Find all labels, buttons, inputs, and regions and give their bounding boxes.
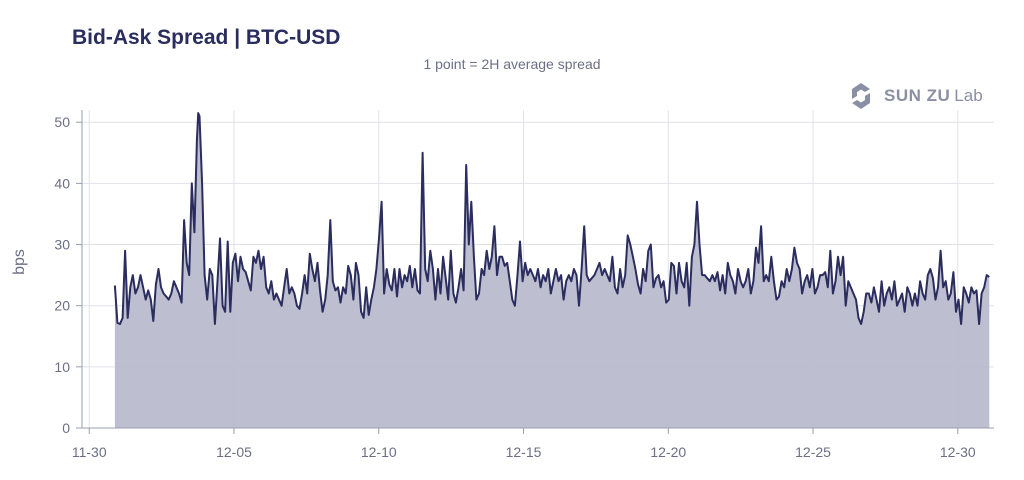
brand-logo: SUN ZU Lab (846, 80, 983, 112)
x-tick-label: 12-15 (506, 444, 542, 460)
x-tick-label: 12-05 (216, 444, 252, 460)
y-tick-label: 0 (62, 420, 70, 436)
x-tick-label: 12-10 (361, 444, 397, 460)
x-tick-label: 12-30 (940, 444, 976, 460)
y-tick-label: 10 (54, 359, 70, 375)
x-tick-label: 12-25 (795, 444, 831, 460)
y-axis-label: bps (11, 249, 28, 275)
spread-line (113, 112, 990, 325)
chart-subtitle: 1 point = 2H average spread (423, 56, 601, 72)
x-tick-label: 12-20 (650, 444, 686, 460)
logo-text-bold: SUN ZU (884, 86, 951, 105)
logo-text: SUN ZU Lab (884, 86, 983, 106)
spread-area (114, 113, 990, 428)
y-tick-label: 30 (54, 237, 70, 253)
axes: 0 10 20 30 40 50 11-30 12-05 12-10 12-15 12-20 12-2… (54, 110, 994, 460)
y-tick-label: 20 (54, 298, 70, 314)
x-tick-label: 11-30 (72, 444, 107, 460)
y-tick-label: 50 (54, 114, 70, 130)
chart-title: Bid-Ask Spread | BTC-USD (72, 26, 341, 49)
y-tick-label: 40 (54, 175, 70, 191)
sunzu-logo-icon (852, 83, 870, 109)
logo-text-light: Lab (954, 86, 983, 105)
